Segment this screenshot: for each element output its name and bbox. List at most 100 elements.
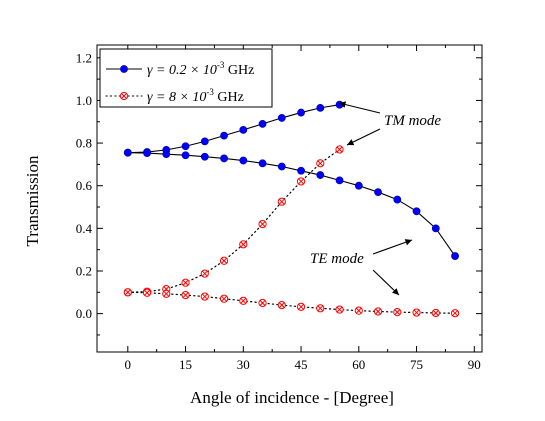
series-1 xyxy=(123,148,459,260)
data-point xyxy=(200,137,209,146)
data-point xyxy=(316,159,325,168)
legend-marker xyxy=(120,65,128,73)
marker-cross xyxy=(259,300,266,306)
te-arrow-upper xyxy=(372,239,413,255)
marker-cross xyxy=(163,290,170,297)
marker-cross xyxy=(278,302,285,308)
y-tick-label: 1.0 xyxy=(76,93,92,108)
data-point xyxy=(335,176,344,185)
data-point xyxy=(258,119,267,128)
marker-cross xyxy=(201,270,208,277)
data-point xyxy=(143,149,151,157)
data-point xyxy=(335,305,344,314)
marker-cross xyxy=(201,293,208,300)
axes-layer: 0 15 30 45 60 75 90 0.0 0.2 0.4 0.6 0.8 1.0 1.2 xyxy=(76,44,483,372)
marker-cross xyxy=(336,306,343,313)
x-tick-label: 0 xyxy=(125,357,132,372)
data-point xyxy=(451,252,459,260)
marker-cross xyxy=(240,241,247,248)
data-point xyxy=(277,300,286,310)
marker-cross xyxy=(355,307,362,314)
y-tick-label: 0.6 xyxy=(76,178,93,193)
data-point xyxy=(335,100,344,109)
data-point xyxy=(200,152,209,161)
data-point xyxy=(431,308,440,318)
y-tick-label: 0.8 xyxy=(76,136,92,151)
data-point xyxy=(181,142,190,151)
y-axis-title: Transmission xyxy=(23,155,42,247)
y-tick-label: 1.2 xyxy=(76,50,92,65)
data-point xyxy=(142,288,152,297)
data-point xyxy=(181,151,190,160)
marker-cross xyxy=(452,310,458,317)
data-point xyxy=(277,162,286,171)
data-point xyxy=(297,166,305,175)
marker-cross xyxy=(298,303,304,310)
data-point xyxy=(277,197,286,206)
legend-label: γ = 0.2 × 10-3 GHz xyxy=(147,60,254,78)
data-point xyxy=(220,154,228,163)
data-point xyxy=(277,114,286,122)
data-point xyxy=(373,307,383,316)
data-point xyxy=(219,294,229,303)
x-tick-label: 30 xyxy=(237,357,250,372)
marker-cross xyxy=(221,257,227,264)
annotation-tm-mode: TM mode xyxy=(384,113,441,129)
data-point xyxy=(219,256,229,265)
data-point xyxy=(239,156,248,165)
marker-cross xyxy=(121,93,127,99)
tm-arrow-lower xyxy=(346,128,381,146)
data-point xyxy=(450,309,460,318)
data-point xyxy=(181,278,190,287)
data-point xyxy=(296,302,306,311)
data-point xyxy=(258,159,267,168)
data-point xyxy=(220,131,228,140)
y-tick-label: 0.4 xyxy=(76,221,93,236)
series-line xyxy=(127,152,456,257)
data-point xyxy=(239,125,248,134)
data-point xyxy=(296,177,306,186)
data-point xyxy=(200,292,209,301)
series-line xyxy=(127,148,341,293)
x-tick-label: 15 xyxy=(179,357,192,372)
marker-cross xyxy=(124,289,131,296)
tm-arrow-upper xyxy=(338,101,381,114)
data-point xyxy=(374,188,382,197)
annotation-te-mode: TE mode xyxy=(310,251,364,267)
data-point xyxy=(393,308,402,317)
legend-label: γ = 8 × 10-3 GHz xyxy=(147,87,244,105)
marker-cross xyxy=(240,297,247,304)
plot-frame xyxy=(96,44,483,353)
data-point xyxy=(316,304,325,313)
data-point xyxy=(354,181,363,190)
data-point xyxy=(258,219,267,229)
data-point xyxy=(297,108,305,117)
marker-cross xyxy=(394,309,401,315)
data-point xyxy=(354,306,363,315)
series-line xyxy=(127,104,340,154)
marker-cross xyxy=(182,292,189,298)
data-point xyxy=(431,224,440,233)
data-point xyxy=(335,145,344,154)
data-point xyxy=(412,207,421,216)
data-point xyxy=(316,103,325,112)
legend: γ = 0.2 × 10-3 GHz γ = 8 × 10-3 GHz xyxy=(99,48,273,108)
x-tick-label: 75 xyxy=(410,357,423,372)
data-point xyxy=(316,171,325,179)
marker-cross xyxy=(317,160,324,167)
data-point xyxy=(181,290,190,300)
marker-cross xyxy=(144,289,150,296)
marker-cross xyxy=(375,308,381,315)
x-axis-title: Angle of incidence - [Degree] xyxy=(190,388,394,407)
x-tick-label: 60 xyxy=(352,357,365,372)
marker-cross xyxy=(413,309,420,316)
marker-cross xyxy=(278,198,285,205)
data-point xyxy=(393,195,402,204)
data-point xyxy=(123,288,132,297)
series-3 xyxy=(123,288,460,318)
marker-cross xyxy=(221,295,227,302)
y-tick-label: 0.0 xyxy=(76,306,92,321)
data-point xyxy=(200,269,209,278)
data-point xyxy=(162,150,171,159)
